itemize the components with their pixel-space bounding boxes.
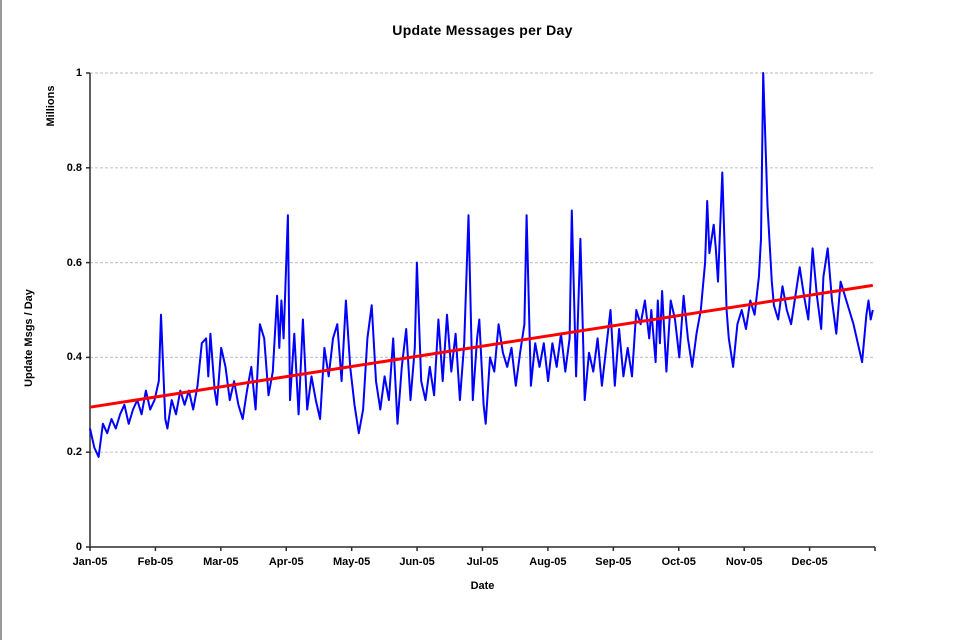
y-axis-title: Update Msgs / Day [23, 289, 35, 387]
y-axis-units-label: Millions [45, 85, 57, 127]
chart-title: Update Messages per Day [392, 22, 573, 38]
x-tick-label: Feb-05 [137, 556, 174, 568]
x-tick-label: Jun-05 [399, 556, 435, 568]
x-tick-label: Aug-05 [529, 556, 567, 568]
x-axis-title: Date [470, 580, 495, 592]
x-tick-label: Oct-05 [661, 556, 696, 568]
series-linear-trend [89, 283, 874, 409]
y-tick-label: 0.6 [66, 256, 82, 269]
x-tick-label: Jan-05 [72, 556, 108, 568]
x-tick-label: Sep-05 [595, 556, 632, 568]
x-tick-label: Apr-05 [268, 556, 304, 568]
x-tick-label: Jul-05 [466, 556, 499, 568]
y-tick-label: 1 [75, 67, 82, 79]
x-tick-label: Dec-05 [791, 556, 828, 568]
y-tick-label: 0.2 [66, 446, 82, 459]
x-tick-label: May-05 [333, 556, 371, 568]
y-tick-label: 0 [75, 541, 82, 553]
x-tick-label: Nov-05 [725, 556, 763, 568]
series-update-msgs-per-day [89, 72, 874, 458]
y-tick-label: 0.4 [66, 351, 82, 364]
x-tick-label: Mar-05 [203, 556, 239, 568]
y-tick-label: 0.8 [66, 161, 82, 174]
